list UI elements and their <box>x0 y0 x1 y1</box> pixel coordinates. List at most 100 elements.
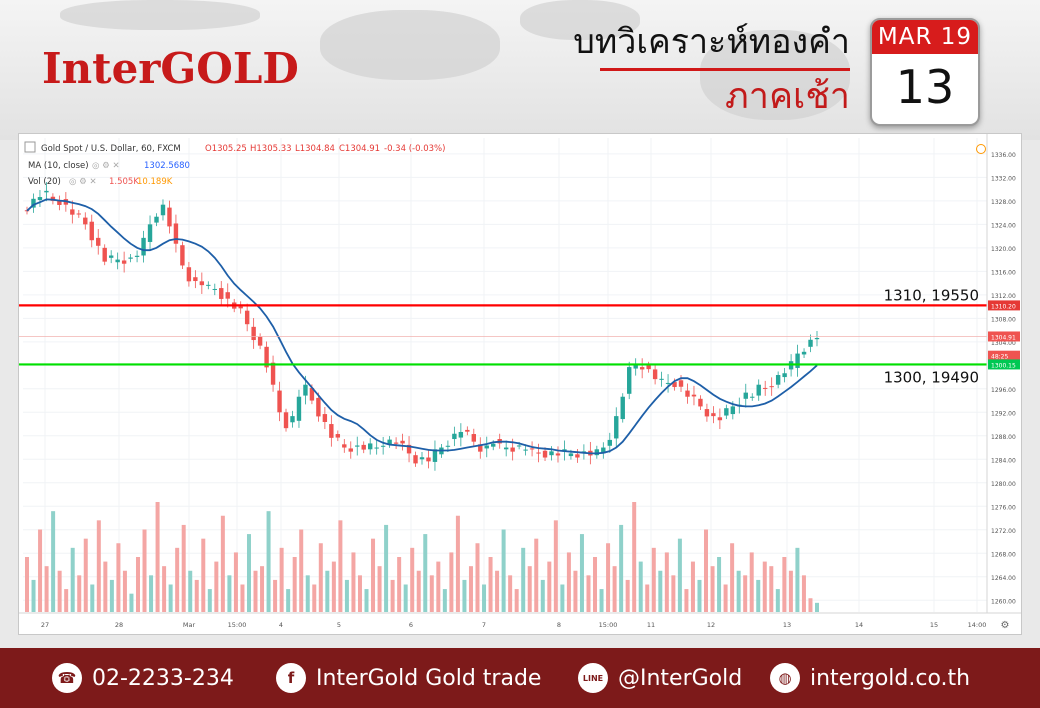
volume-bar <box>553 520 558 612</box>
volume-bar <box>488 557 493 612</box>
ma-indicator-label: MA (10, close) <box>28 161 89 171</box>
candle-body <box>724 408 729 416</box>
candle-body <box>225 292 230 299</box>
volume-bar <box>116 543 121 612</box>
volume-bar <box>416 570 421 612</box>
time-axis[interactable]: 27 28 Mar 15:00 4 5 6 7 8 15:00 11 12 13 14 15 14:00 ⚙ <box>19 612 1021 634</box>
price-tick-label: 1272.00 <box>991 528 1016 535</box>
globe-icon: ◍ <box>770 663 800 693</box>
volume-bar <box>162 566 167 612</box>
volume-bar <box>468 566 473 612</box>
volume-bar <box>384 524 389 612</box>
volume-bars <box>25 502 819 612</box>
candle-body <box>147 224 153 242</box>
price-tag <box>988 359 1020 370</box>
candle-body <box>614 416 619 439</box>
candle-body <box>193 277 198 282</box>
page-subtitle: ภาคเช้า <box>725 76 850 117</box>
volume-bar <box>495 570 500 612</box>
time-tick-label: 6 <box>409 621 413 629</box>
candle-body <box>782 373 787 378</box>
footer-facebook[interactable]: f InterGold Gold trade <box>276 662 541 694</box>
candle-body <box>251 326 256 341</box>
volume-bar <box>331 561 336 612</box>
candle-body <box>44 190 49 193</box>
footer-web[interactable]: ◍ intergold.co.th <box>770 662 970 694</box>
price-tick-label: 1312.00 <box>991 293 1016 300</box>
candle-body <box>342 444 347 448</box>
candle-body <box>134 255 140 257</box>
vol-settings-icons[interactable]: ◎ ⚙ ✕ <box>69 177 97 187</box>
price-tick-label: 1280.00 <box>991 481 1016 488</box>
candle-body <box>238 306 243 309</box>
time-tick-label: Mar <box>183 621 196 629</box>
time-tick-label: 15:00 <box>228 621 247 629</box>
volume-bar <box>508 575 513 612</box>
volume-bar <box>403 584 408 612</box>
price-tick-label: 1332.00 <box>991 175 1016 182</box>
volume-bar <box>606 543 611 612</box>
candle-body <box>516 445 522 447</box>
page-title: บทวิเคราะห์ทองคำ <box>573 22 850 62</box>
ma-settings-icons[interactable]: ◎ ⚙ ✕ <box>92 161 120 171</box>
candle-body <box>115 259 120 263</box>
volume-bar <box>710 566 715 612</box>
vol-indicator-label: Vol (20) <box>28 177 61 187</box>
volume-bar <box>815 602 819 612</box>
volume-bar <box>566 552 571 612</box>
price-tick-label: 1336.00 <box>991 152 1016 159</box>
price-axis-bg <box>987 134 1021 620</box>
volume-bar <box>593 557 598 612</box>
alert-icon[interactable] <box>976 144 986 154</box>
volume-bar <box>207 589 212 612</box>
candle-body <box>484 445 489 449</box>
candle-body <box>503 447 509 450</box>
volume-bar <box>175 547 180 612</box>
volume-bar <box>44 566 49 612</box>
background-map <box>0 0 1040 140</box>
time-tick-label: 13 <box>783 621 791 629</box>
volume-bar <box>527 566 532 612</box>
candle-body <box>121 260 127 264</box>
time-tick-label: 5 <box>337 621 341 629</box>
volume-bar <box>534 538 539 612</box>
price-tick-label: 1276.00 <box>991 504 1016 511</box>
facebook-icon: f <box>276 663 306 693</box>
candle-body <box>691 394 697 397</box>
candle-body <box>685 390 690 397</box>
volume-bar <box>51 511 56 612</box>
candle-body <box>672 382 677 388</box>
candle-body <box>244 310 250 325</box>
candle-body <box>199 281 205 286</box>
volume-bar <box>201 538 206 612</box>
volume-bar <box>233 552 238 612</box>
candle-body <box>730 406 736 415</box>
volume-bar <box>730 543 735 612</box>
candle-body <box>348 448 353 452</box>
volume-bar <box>273 579 278 612</box>
volume-bar <box>632 502 637 612</box>
volume-bar <box>671 575 676 612</box>
footer-line[interactable]: LINE @InterGold <box>578 662 742 694</box>
candle-body <box>627 367 632 394</box>
ma-line <box>26 198 818 455</box>
candle-body <box>458 431 464 438</box>
time-tick-label: 14:00 <box>968 621 987 629</box>
candle-body <box>173 223 179 244</box>
collapse-icon[interactable] <box>24 141 36 153</box>
candle-body <box>76 213 82 215</box>
candle-body <box>432 449 438 462</box>
time-tick-label: 27 <box>41 621 49 629</box>
volume-bar <box>325 570 330 612</box>
price-axis[interactable]: 1336.00 1332.00 1328.00 1324.00 1320.00 1316.… <box>986 134 1021 620</box>
candle-body <box>717 417 723 421</box>
candle-body <box>633 365 638 369</box>
volume-bar <box>227 575 232 612</box>
volume-bar <box>723 584 728 612</box>
volume-bar <box>155 502 160 612</box>
candle-body <box>659 378 664 380</box>
footer-phone[interactable]: ☎ 02-2233-234 <box>52 662 234 694</box>
volume-bar <box>638 561 643 612</box>
volume-bar <box>579 534 584 612</box>
